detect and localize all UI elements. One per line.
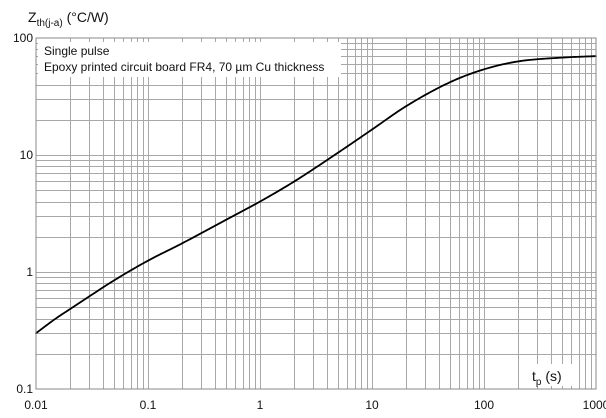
x-tick-label: 1 <box>257 398 264 412</box>
y-axis-title: Zth(j-a) (°C/W) <box>28 9 109 29</box>
y-tick-label: 10 <box>20 148 34 162</box>
annotation-single-pulse: Single pulse <box>44 44 110 58</box>
x-tick-label: 100 <box>474 398 494 412</box>
x-axis-title: tp (s) <box>532 368 562 388</box>
grid <box>36 38 596 389</box>
x-axis-title-bg <box>528 364 574 386</box>
y-axis-title-sub: th(j-a) <box>37 18 63 29</box>
y-tick-label: 0.1 <box>16 382 33 396</box>
x-axis-title-unit: (s) <box>541 368 561 384</box>
y-tick-label: 1 <box>26 265 33 279</box>
x-tick-label: 0.1 <box>140 398 157 412</box>
y-axis-title-main: Z <box>28 9 37 25</box>
zth-curve <box>35 55 597 335</box>
plot-frame <box>35 37 597 390</box>
annotation-board: Epoxy printed circuit board FR4, 70 µm C… <box>44 60 324 74</box>
x-tick-label: 0.01 <box>24 398 48 412</box>
x-axis-title-main: t <box>532 368 536 384</box>
x-axis-title-sub: p <box>536 377 542 388</box>
y-axis-title-unit: (°C/W) <box>63 9 109 25</box>
x-tick-label: 10 <box>365 398 379 412</box>
annotation-box-bg <box>38 42 341 77</box>
annotation-box: Single pulse Epoxy printed circuit board… <box>38 42 341 77</box>
y-tick-label: 100 <box>13 31 33 45</box>
